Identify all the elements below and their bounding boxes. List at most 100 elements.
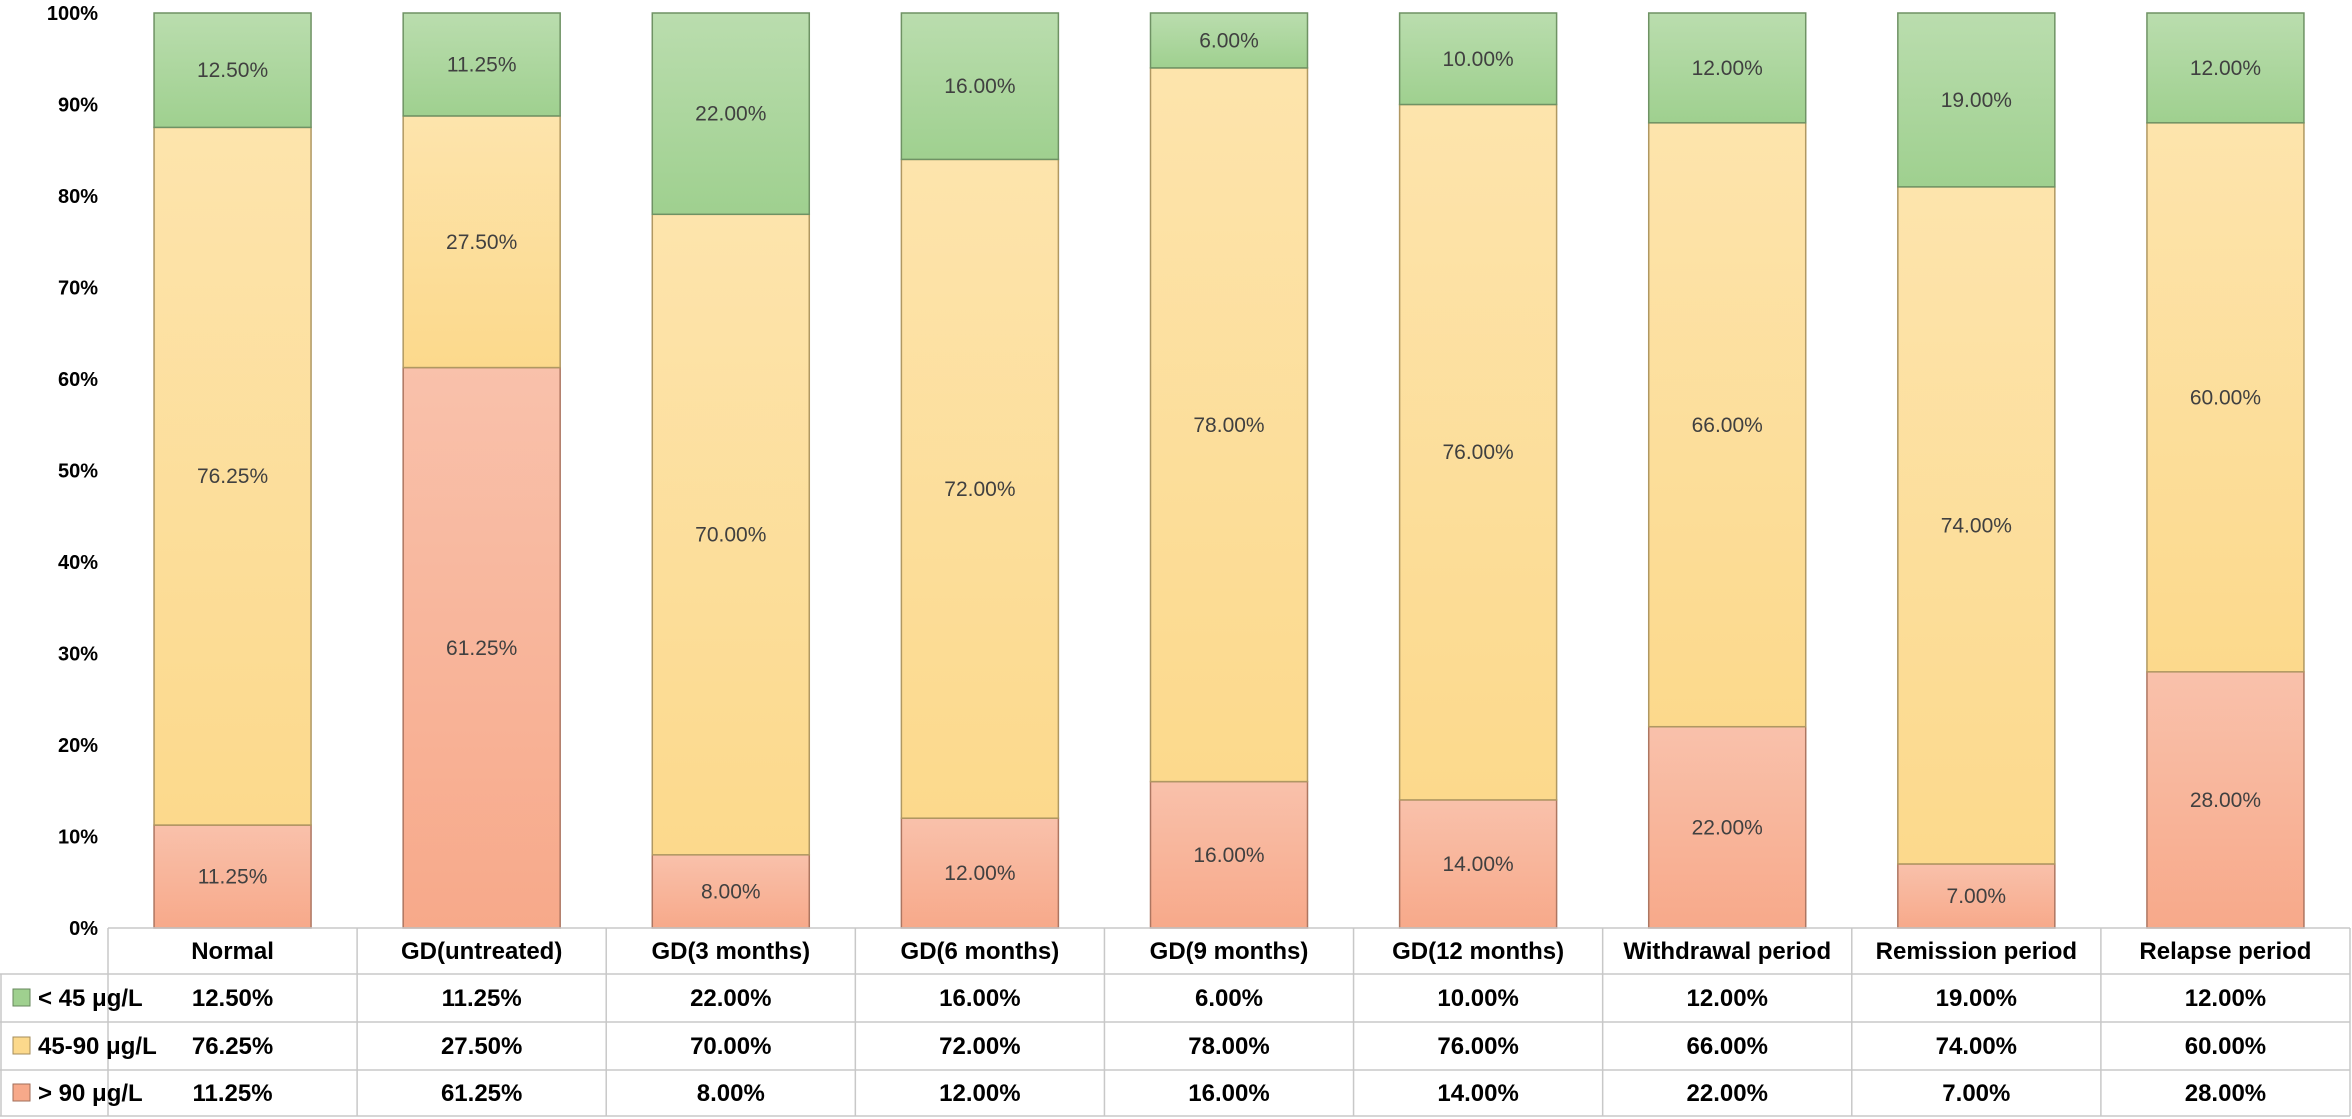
bar-segment (900, 12, 1060, 161)
bar-segment (2146, 122, 2305, 673)
legend-swatch (12, 1036, 31, 1055)
y-tick-label: 80% (58, 186, 98, 208)
table-cell: 70.00% (690, 1033, 771, 1060)
bar-segment (1149, 780, 1309, 929)
bar-segment (1149, 12, 1309, 69)
data-label: 61.25% (446, 637, 517, 660)
data-label: 22.00% (695, 103, 766, 126)
category-label: Remission period (1876, 938, 2077, 965)
data-label: 11.25% (447, 53, 517, 76)
table-cell: 12.50% (192, 985, 273, 1012)
bar-segment (1897, 186, 2056, 865)
y-tick-label: 70% (58, 278, 98, 300)
data-label: 28.00% (2190, 789, 2261, 812)
legend-swatch (12, 988, 31, 1007)
legend-swatch (12, 1083, 31, 1102)
bar-segment (2146, 12, 2305, 124)
bar-segment (900, 817, 1060, 929)
table-cell: 6.00% (1195, 985, 1263, 1012)
data-label: 72.00% (944, 478, 1015, 501)
bar-segment (1398, 12, 1558, 106)
data-label: 16.00% (1193, 844, 1264, 867)
table-cell: 7.00% (1942, 1080, 2010, 1107)
bar-segment (402, 366, 561, 929)
data-label: 12.00% (944, 862, 1015, 885)
table-cell: 60.00% (2185, 1033, 2266, 1060)
data-label: 27.50% (446, 231, 517, 254)
table-cell: 16.00% (1188, 1080, 1269, 1107)
data-label: 12.50% (197, 59, 268, 82)
table-cell: 66.00% (1687, 1033, 1768, 1060)
y-tick-label: 90% (58, 95, 98, 117)
bar-segment (1398, 799, 1558, 929)
bar-segment (153, 824, 312, 929)
table-cell: 76.25% (192, 1033, 273, 1060)
data-label: 66.00% (1692, 414, 1763, 437)
table-cell: 8.00% (697, 1080, 765, 1107)
table-cell: 11.25% (193, 1080, 273, 1107)
table-cell: 74.00% (1936, 1033, 2017, 1060)
data-label: 8.00% (701, 880, 761, 903)
bar-segment (1647, 122, 1807, 728)
bar-segment (651, 12, 811, 216)
data-label: 11.25% (198, 866, 268, 889)
y-tick-label: 20% (58, 735, 98, 757)
bar-segment (402, 12, 561, 117)
legend-label: < 45 μg/L (38, 985, 143, 1012)
bar-segment (1897, 12, 2056, 188)
data-label: 12.00% (1692, 57, 1763, 80)
data-label: 14.00% (1442, 853, 1513, 876)
category-label: Relapse period (2139, 938, 2311, 965)
data-label: 6.00% (1199, 29, 1259, 52)
table-cell: 11.25% (442, 985, 522, 1012)
table-cell: 61.25% (441, 1080, 522, 1107)
category-label: GD(9 months) (1150, 938, 1309, 965)
bar-segment (651, 213, 811, 856)
category-label: Normal (191, 938, 274, 965)
bar-segment (1647, 725, 1807, 929)
legend-label: 45-90 μg/L (38, 1033, 157, 1060)
y-tick-label: 60% (58, 369, 98, 391)
data-label: 78.00% (1193, 414, 1264, 437)
bar-segment (900, 158, 1060, 819)
table-cell: 22.00% (1687, 1080, 1768, 1107)
y-tick-label: 50% (58, 461, 98, 483)
table-cell: 76.00% (1437, 1033, 1518, 1060)
table-cell: 10.00% (1437, 985, 1518, 1012)
table-cell: 72.00% (939, 1033, 1020, 1060)
plot-area: 0% 10% 20% 30% 40% 50% 60% 70% 80% 90% 100% 11.25% 7… (47, 3, 2305, 940)
table-cell: 27.50% (441, 1033, 522, 1060)
table-cell: 14.00% (1437, 1080, 1518, 1107)
data-label: 10.00% (1442, 48, 1513, 71)
data-label: 7.00% (1947, 885, 2007, 908)
data-label: 60.00% (2190, 386, 2261, 409)
category-label: GD(3 months) (651, 938, 810, 965)
table-cell: 12.00% (939, 1080, 1020, 1107)
table-cell: 28.00% (2185, 1080, 2266, 1107)
y-tick-label: 30% (58, 644, 98, 666)
data-label: 19.00% (1941, 89, 2012, 112)
table-cell: 19.00% (1936, 985, 2017, 1012)
data-label: 22.00% (1692, 816, 1763, 839)
data-table: Normal GD(untreated) GD(3 months) GD(6 mont… (0, 927, 2351, 1117)
data-label: 74.00% (1941, 514, 2012, 537)
data-label: 12.00% (2190, 57, 2261, 80)
category-label: GD(12 months) (1392, 938, 1564, 965)
table-cell: 12.00% (1687, 985, 1768, 1012)
y-tick-label: 40% (58, 552, 98, 574)
bar-segment (153, 12, 312, 129)
legend-label: > 90 μg/L (38, 1080, 143, 1107)
data-label: 76.25% (197, 465, 268, 488)
table-cell: 22.00% (690, 985, 771, 1012)
table-cell: 78.00% (1188, 1033, 1269, 1060)
category-label: Withdrawal period (1623, 938, 1831, 965)
data-label: 16.00% (944, 75, 1015, 98)
table-cell: 16.00% (939, 985, 1020, 1012)
y-tick-label: 100% (47, 3, 98, 25)
category-label: GD(untreated) (401, 938, 562, 965)
category-label: GD(6 months) (901, 938, 1060, 965)
y-tick-label: 0% (69, 918, 98, 940)
bar-segment (1398, 103, 1558, 801)
